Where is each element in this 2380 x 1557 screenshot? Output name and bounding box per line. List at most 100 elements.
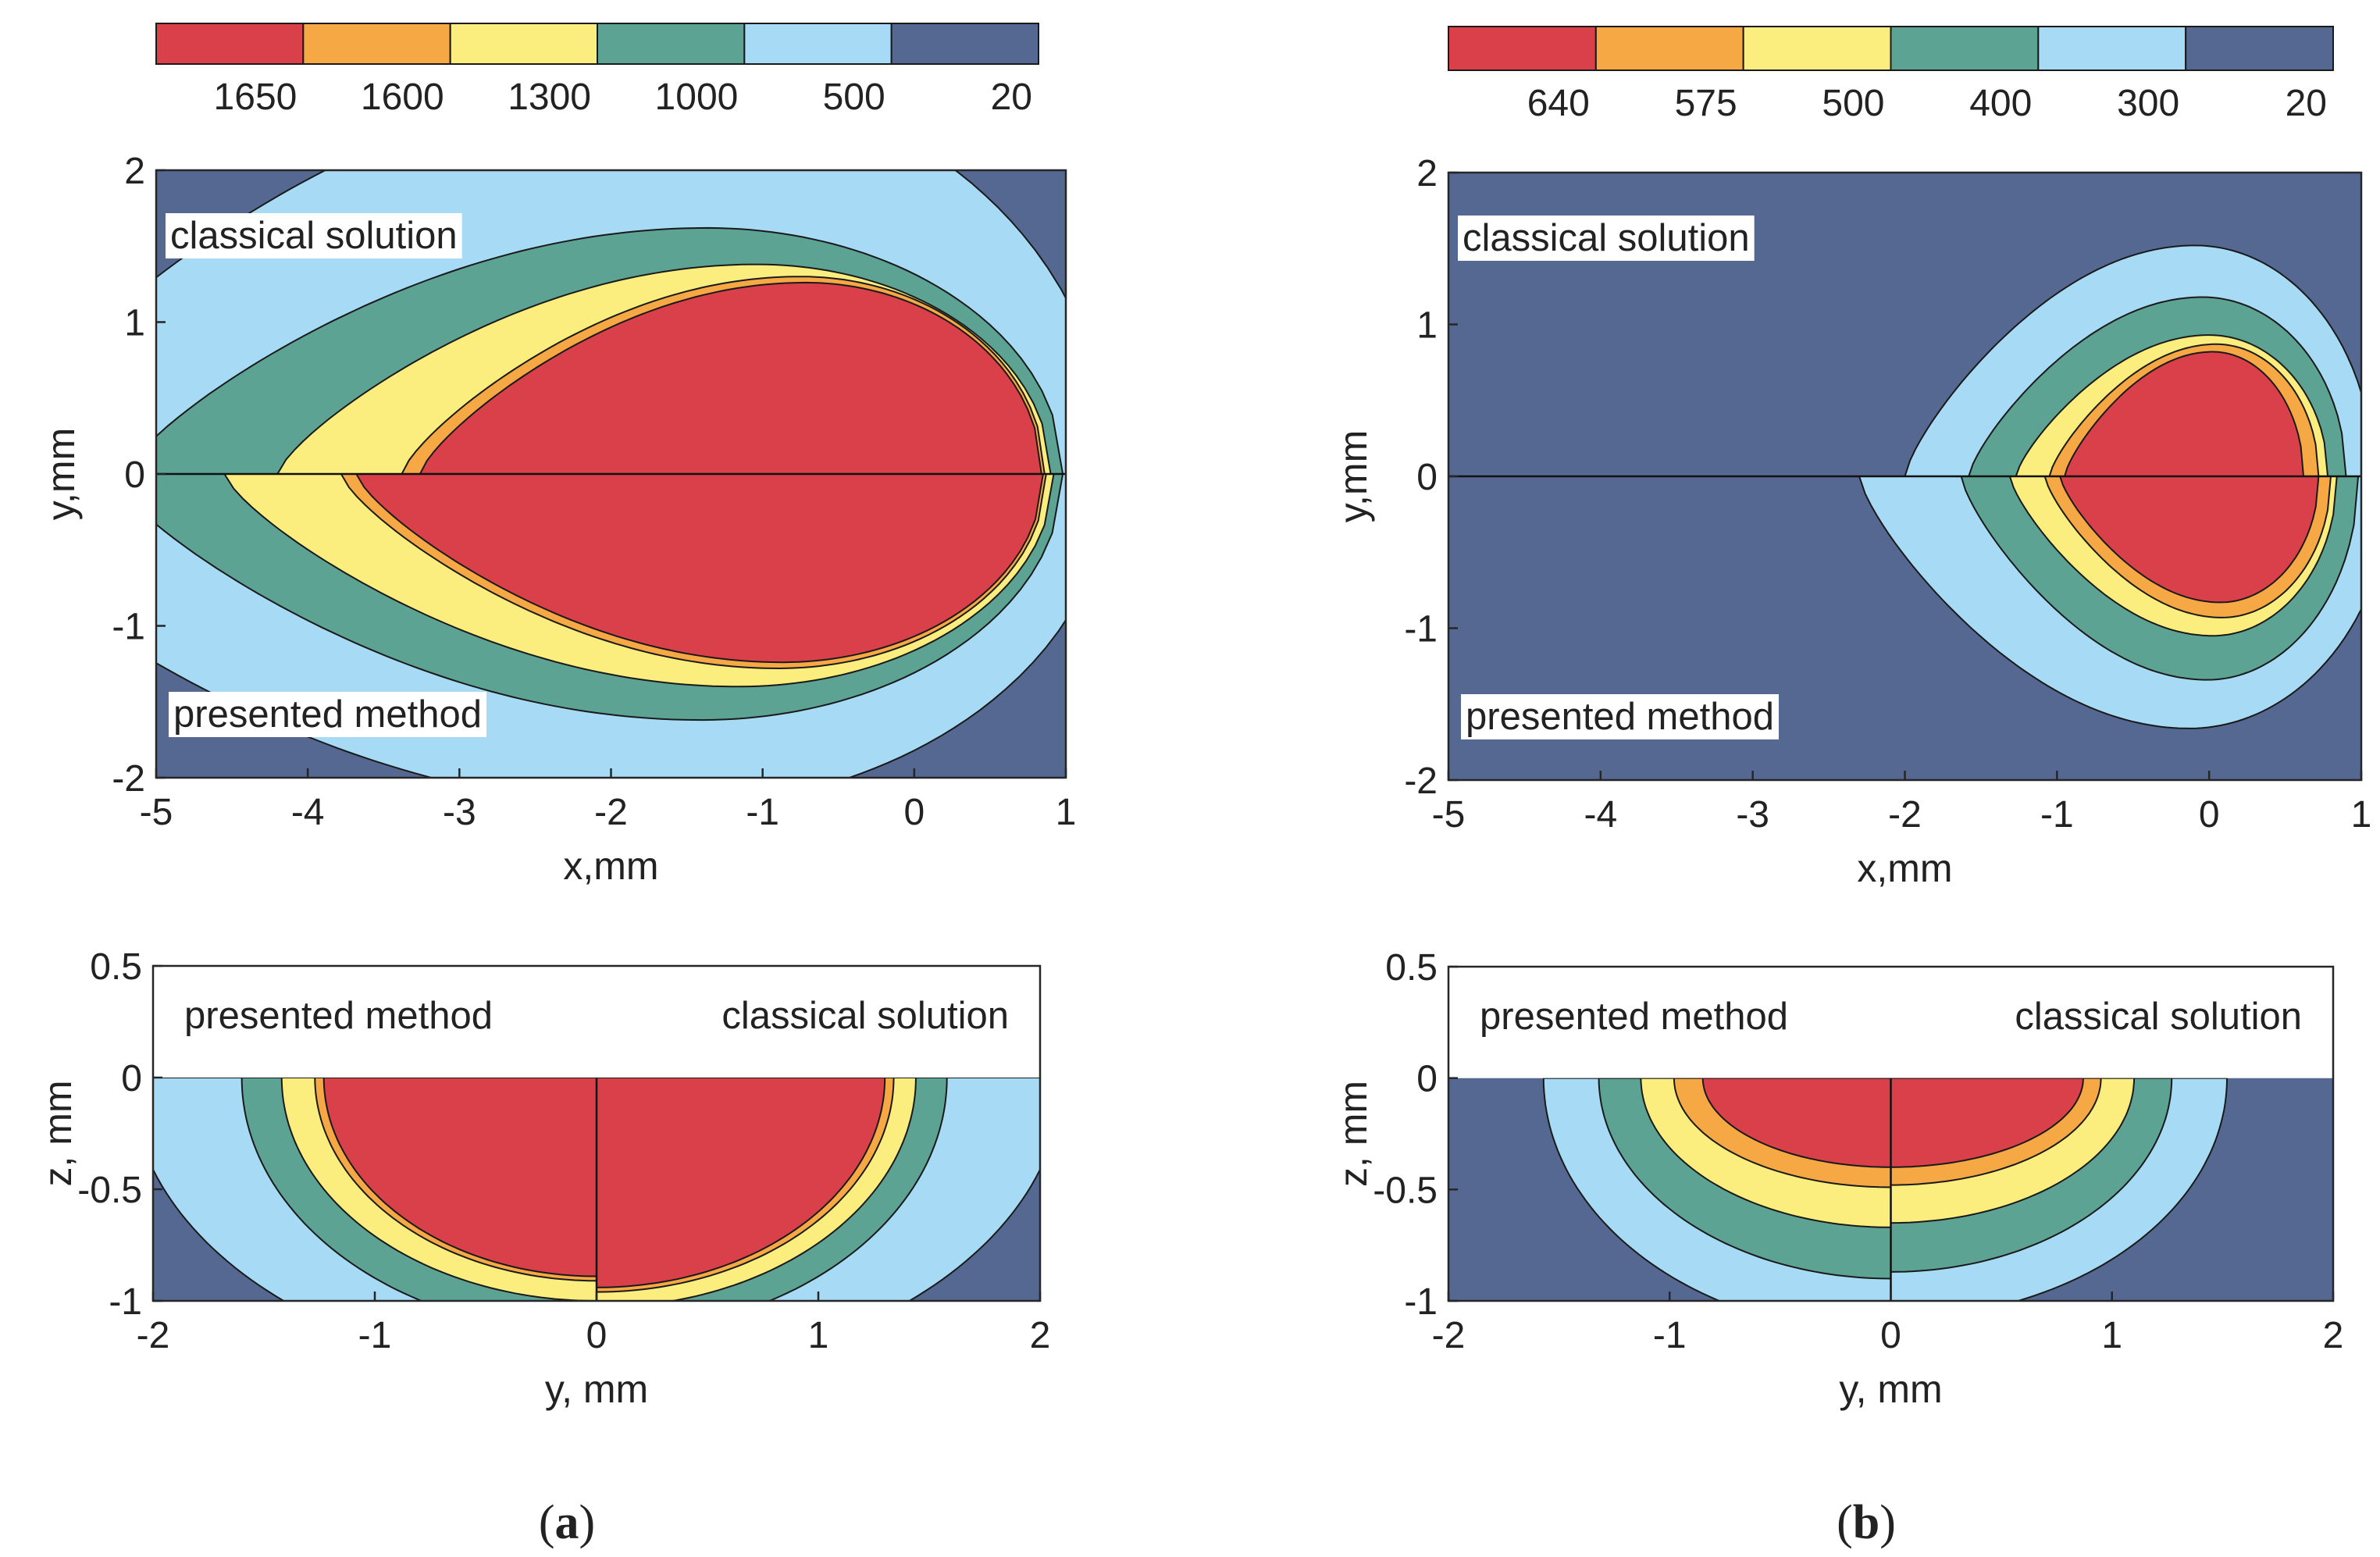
label-classical-solution: classical solution [721, 995, 1009, 1037]
caption-letter: a [555, 1496, 579, 1549]
contour-1650-right [597, 1078, 886, 1288]
colorbar-label: 300 [2117, 83, 2179, 124]
colorbar-label: 640 [1527, 83, 1590, 124]
top-b-x-tick-label: -4 [1584, 794, 1617, 836]
panel-caption-b: (b) [1837, 1496, 1896, 1549]
top-b-y-tick-label: 2 [1416, 153, 1438, 194]
contour-640-lower [2059, 476, 2320, 604]
top-a-y-axis-label: y,mm [39, 428, 83, 520]
panel-caption-a: (a) [539, 1496, 595, 1549]
top-a-x-tick-label: -5 [140, 792, 173, 833]
bottom-b-y-tick-label: 0 [1416, 1059, 1438, 1100]
top-b-x-tick-label: -1 [2040, 794, 2074, 836]
bottom-b-y-tick-label: 0.5 [1385, 947, 1438, 989]
colorbar-b: 640 575 500 400 300 20 [1448, 26, 2335, 124]
caption-open-paren: ( [539, 1496, 555, 1549]
colorbar-swatch [2185, 26, 2335, 71]
caption-close-paren: ) [579, 1496, 596, 1549]
top-a-y-tick-label: 0 [124, 454, 145, 496]
top-a-x-axis-label: x,mm [563, 844, 658, 888]
top-a-x-tick-label: -2 [594, 792, 628, 833]
top-b-x-tick-label: 1 [2351, 794, 2372, 836]
colorbar-swatch [1742, 26, 1892, 71]
caption-open-paren: ( [1837, 1496, 1853, 1549]
bottom-a-y-tick-label: -0.5 [77, 1170, 142, 1211]
bottom-b-y-tick-label: -0.5 [1373, 1170, 1438, 1211]
colorbar-label: 500 [823, 77, 885, 118]
panel-a: 1650 1600 1300 1000 500 20-5 -4 -3 -2 -1 0 1210-1-2… [36, 23, 1076, 1549]
bottom-b-x-tick-label: 1 [2101, 1315, 2122, 1356]
top-b-y-tick-label: -1 [1404, 609, 1438, 650]
caption-letter: b [1853, 1496, 1879, 1549]
top-b-x-tick-label: 0 [2199, 794, 2220, 836]
bottom-a-x-tick-label: 2 [1030, 1315, 1051, 1356]
label-presented-method: presented method [1480, 996, 1788, 1038]
colorbar-swatch [449, 23, 599, 65]
label-classical-solution: classical solution [170, 215, 458, 257]
top-view-b: -5 -4 -3 -2 -1 0 1 2 1 0 -1 -2 x,mm y,mm classical sol… [1331, 153, 2372, 890]
colorbar-swatch [743, 23, 892, 65]
bottom-a-y-tick-label: -1 [109, 1281, 142, 1323]
bottom-a-x-tick-label: -1 [358, 1315, 392, 1356]
bottom-a-y-tick-label: 0 [121, 1058, 142, 1099]
colorbar-label: 575 [1675, 83, 1737, 124]
top-a-y-tick-label: 2 [124, 151, 145, 192]
colorbar-label: 20 [2286, 83, 2327, 124]
top-view-contours [156, 170, 1066, 778]
colorbar-label: 500 [1822, 83, 1884, 124]
contour-640-upper [2064, 351, 2305, 476]
bottom-b-x-tick-label: 0 [1880, 1315, 1901, 1356]
colorbar-label: 1000 [655, 77, 739, 118]
colorbar-swatch [1448, 26, 1597, 71]
colorbar-swatch [890, 23, 1039, 65]
cross-section-contours [1448, 1078, 2333, 1301]
top-a-x-tick-label: -1 [746, 792, 779, 833]
contour-640-left [1701, 1078, 1891, 1168]
cross-section-contours [153, 1078, 1040, 1301]
top-b-x-tick-label: -2 [1888, 794, 1922, 836]
colorbar-swatch [2037, 26, 2187, 71]
colorbar-swatch [1890, 26, 2040, 71]
top-b-x-axis-label: x,mm [1857, 846, 1952, 890]
colorbar-swatch [155, 23, 305, 65]
bottom-b-x-axis-label: y, mm [1839, 1367, 1942, 1411]
contour-1650-lower [355, 474, 1044, 664]
bottom-a-x-tick-label: -2 [137, 1315, 170, 1356]
top-a-y-tick-label: 1 [124, 303, 145, 344]
top-b-y-axis-label: y,mm [1331, 430, 1375, 522]
contour-1650-upper [419, 281, 1042, 474]
top-a-y-tick-label: -1 [112, 607, 145, 648]
colorbar-swatch [597, 23, 746, 65]
label-classical-solution: classical solution [2015, 996, 2302, 1038]
bottom-b-x-tick-label: -2 [1432, 1315, 1466, 1356]
top-a-x-tick-label: -4 [291, 792, 325, 833]
colorbar-label: 1600 [361, 77, 444, 118]
bottom-a-x-axis-label: y, mm [545, 1367, 648, 1411]
bottom-b-y-tick-label: -1 [1404, 1281, 1438, 1323]
bottom-b-x-tick-label: -1 [1653, 1315, 1687, 1356]
top-b-y-tick-label: 1 [1416, 305, 1438, 347]
top-b-x-tick-label: -3 [1736, 794, 1769, 836]
caption-close-paren: ) [1879, 1496, 1896, 1549]
top-a-y-tick-label: -2 [112, 758, 145, 800]
contour-640-right [1890, 1078, 2084, 1168]
colorbar-swatch [302, 23, 451, 65]
colorbar-label: 400 [1969, 83, 2032, 124]
panel-b: 640 575 500 400 300 20-5 -4 -3 -2 -1 0 1210-1-2x,mm… [1331, 26, 2372, 1549]
label-classical-solution: classical solution [1463, 217, 1750, 259]
bottom-a-x-tick-label: 0 [586, 1315, 607, 1356]
colorbar-a: 1650 1600 1300 1000 500 20 [155, 23, 1039, 118]
label-presented-method: presented method [173, 693, 482, 736]
colorbar-label: 1650 [214, 77, 298, 118]
label-presented-method: presented method [184, 995, 493, 1037]
bottom-b-y-axis-label: z, mm [1331, 1081, 1375, 1187]
top-b-y-tick-label: -2 [1404, 761, 1438, 802]
colorbar-label: 1300 [508, 77, 591, 118]
contour-1650-left [322, 1078, 597, 1277]
bottom-a-y-axis-label: z, mm [36, 1080, 80, 1186]
top-a-x-tick-label: 0 [903, 792, 925, 833]
top-b-y-tick-label: 0 [1416, 457, 1438, 498]
